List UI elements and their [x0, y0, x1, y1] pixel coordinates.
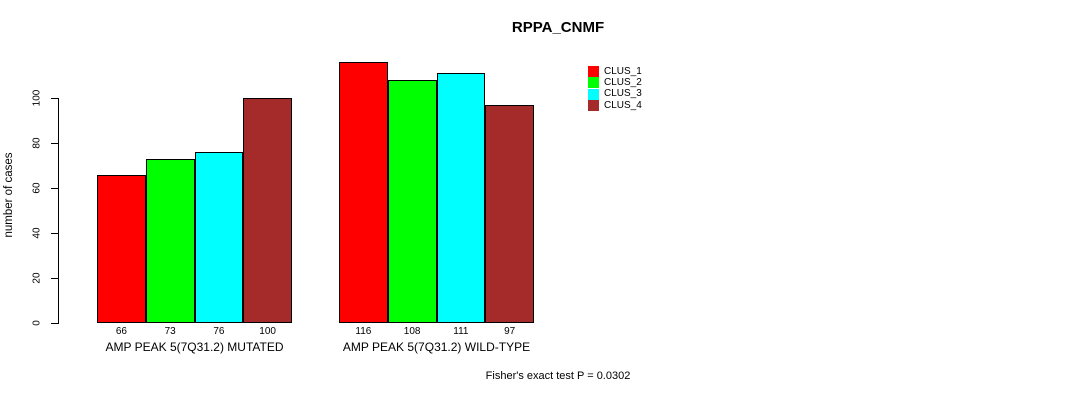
y-axis-tick	[51, 323, 58, 324]
chart-title: RPPA_CNMF	[511, 19, 605, 36]
legend-swatch	[588, 88, 599, 100]
bar-value-label: 108	[403, 326, 421, 337]
legend-label: CLUS_4	[604, 99, 642, 111]
y-axis-tick	[51, 233, 58, 234]
bar-value-label: 116	[355, 326, 372, 337]
y-axis-tick-label: 100	[31, 89, 43, 107]
bar-value-label: 73	[164, 326, 176, 337]
y-axis-tick	[51, 278, 58, 279]
legend-label: CLUS_1	[604, 65, 642, 77]
bar-value-label: 66	[115, 326, 127, 337]
legend-swatch	[588, 77, 599, 89]
y-axis-tick-label: 60	[31, 182, 43, 194]
legend-swatch	[588, 100, 599, 112]
bar-clus_3	[436, 73, 486, 323]
x-category-label: AMP PEAK 5(7Q31.2) MUTATED	[105, 340, 284, 354]
y-axis-tick-label: 0	[31, 320, 43, 326]
y-axis-tick	[51, 98, 58, 99]
y-axis-tick	[51, 188, 58, 189]
bar-value-label: 111	[453, 326, 469, 337]
bar-clus_3	[194, 152, 244, 323]
y-axis-tick	[51, 143, 58, 144]
y-axis-tick-label: 80	[31, 137, 43, 149]
y-axis-line	[58, 98, 59, 324]
bar-clus_2	[145, 158, 195, 323]
bar-clus_1	[339, 62, 388, 323]
annotation-text: Fisher's exact test P = 0.0302	[485, 370, 631, 382]
legend-label: CLUS_2	[604, 76, 642, 88]
legend-label: CLUS_3	[604, 88, 642, 100]
bar-clus_2	[387, 80, 437, 323]
y-axis-tick-label: 40	[31, 227, 43, 239]
bar-value-label: 100	[259, 326, 276, 337]
y-axis-label: number of cases	[3, 152, 15, 238]
bar-clus_4	[485, 104, 534, 323]
x-category-label: AMP PEAK 5(7Q31.2) WILD-TYPE	[342, 340, 531, 354]
bar-value-label: 76	[213, 326, 225, 337]
legend-swatch	[588, 66, 599, 77]
bar-clus_4	[243, 98, 292, 323]
y-axis-tick-label: 20	[31, 272, 43, 284]
bar-clus_1	[97, 174, 146, 323]
bar-value-label: 97	[504, 326, 516, 337]
